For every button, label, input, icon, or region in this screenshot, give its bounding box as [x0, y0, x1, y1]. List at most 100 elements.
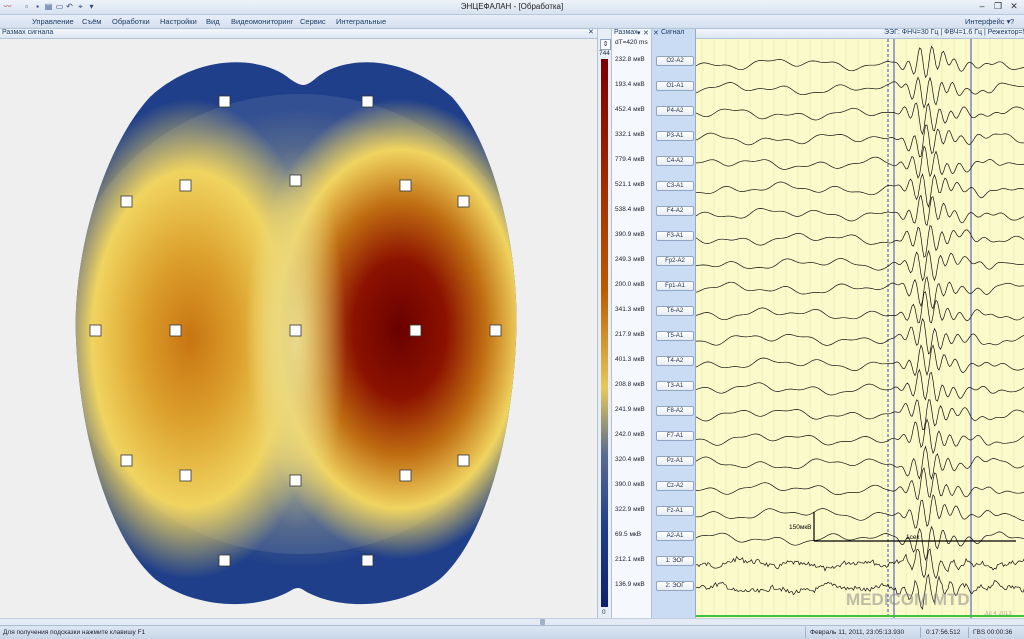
electrode-t6[interactable] [457, 454, 470, 467]
watermark-logo: MEDICOM MTD [846, 590, 970, 609]
electrode-t3[interactable] [89, 324, 102, 337]
restore-button[interactable]: ❐ [993, 1, 1003, 11]
amplitude-value: 200.0 мкВ [615, 281, 645, 288]
electrode-c4[interactable] [409, 324, 422, 337]
title-bar: 〰 ▫ ▪ ▤ ▭ ↶ ⌖ ▾ ЭНЦЕФАЛАН - [Обработка] … [0, 0, 1024, 15]
menu-upravlenie[interactable]: Управление [32, 17, 74, 26]
amplitude-value: 452.4 мкВ [615, 106, 645, 113]
amplitude-value: 401.3 мкВ [615, 356, 645, 363]
eeg-trace [696, 368, 1024, 402]
electrode-f7[interactable] [120, 195, 133, 208]
electrode-t5[interactable] [120, 454, 133, 467]
app-logo-icon: 〰 [3, 2, 12, 11]
menu-servis[interactable]: Сервис [300, 17, 326, 26]
electrode-fp1[interactable] [218, 95, 231, 108]
channel-button[interactable]: F3-A1 [656, 231, 694, 241]
amplitude-close-icon[interactable]: ✕ [643, 30, 649, 37]
channel-button[interactable]: Fp1-A1 [656, 281, 694, 291]
channel-button[interactable]: Fz-A1 [656, 506, 694, 516]
channel-button[interactable]: T5-A1 [656, 331, 694, 341]
menu-videomonitoring[interactable]: Видеомониторинг [231, 17, 294, 26]
eeg-trace-area[interactable]: 150мкВ 1сек MEDICOM MTD Jul 4 2013 [696, 39, 1024, 618]
brain-map-area [0, 39, 597, 618]
amplitude-value: 212.1 мкВ [615, 556, 645, 563]
channel-button[interactable]: Pz-A1 [656, 456, 694, 466]
channel-button[interactable]: 2: ЭОГ [656, 581, 694, 591]
electrode-o2[interactable] [361, 554, 374, 567]
channel-button[interactable]: T3-A1 [656, 381, 694, 391]
channel-button[interactable]: T4-A2 [656, 356, 694, 366]
channel-header: Сигнал [661, 29, 685, 36]
minimize-button[interactable]: – [979, 1, 985, 11]
map-close-icon[interactable]: ✕ [588, 29, 594, 36]
scroll-thumb[interactable] [540, 619, 545, 625]
eeg-trace [696, 467, 1024, 501]
amplitude-value: 242.0 мкВ [615, 431, 645, 438]
menu-siom[interactable]: Съём [82, 17, 102, 26]
electrode-fz[interactable] [289, 174, 302, 187]
filter-info: ЭЭГ: ФНЧ=30 Гц | ФВЧ=1.6 Гц | Режектор=5… [884, 29, 1024, 36]
print-icon[interactable]: ▤ [44, 2, 53, 11]
color-scale-panel: ⇕ 744 0 [597, 29, 612, 618]
channel-button[interactable]: 1: ЭОГ [656, 556, 694, 566]
close-button[interactable]: ✕ [1010, 1, 1018, 11]
menu-obrabotki[interactable]: Обработки [112, 17, 150, 26]
electrode-f4[interactable] [399, 179, 412, 192]
map-panel-title: Размах сигнала [2, 29, 54, 36]
electrode-f3[interactable] [179, 179, 192, 192]
amplitude-value: 779.4 мкВ [615, 156, 645, 163]
scale-min-label: 0 [602, 609, 606, 616]
undo-icon[interactable]: ↶ [66, 2, 73, 11]
electrode-f8[interactable] [457, 195, 470, 208]
watermark-date: Jul 4 2013 [984, 611, 1012, 617]
menu-nastroiki[interactable]: Настройки [160, 17, 197, 26]
map-panel-header: Размах сигнала ✕ [0, 29, 597, 39]
channel-close-icon[interactable]: ✕ [653, 30, 659, 37]
channel-button[interactable]: F8-A2 [656, 406, 694, 416]
electrode-o1[interactable] [218, 554, 231, 567]
electrode-t4[interactable] [489, 324, 502, 337]
channel-button[interactable]: F7-A1 [656, 431, 694, 441]
qat-dropdown-icon[interactable]: ▾ [89, 2, 94, 11]
amplitude-header: Размах [614, 29, 638, 36]
channel-button[interactable]: P4-A2 [656, 106, 694, 116]
channel-button[interactable]: Cz-A2 [656, 481, 694, 491]
horizontal-scrollbar[interactable] [0, 618, 1024, 626]
electrode-fp2[interactable] [361, 95, 374, 108]
amplitude-value: 193.4 мкВ [615, 81, 645, 88]
electrode-p4[interactable] [399, 469, 412, 482]
eeg-trace [696, 173, 1024, 208]
eeg-trace [696, 418, 1024, 455]
eeg-trace [696, 276, 1024, 310]
channel-button[interactable]: T6-A2 [656, 306, 694, 316]
eeg-trace [696, 291, 1024, 324]
eeg-trace [696, 249, 1024, 282]
channel-button[interactable]: Fp2-A2 [656, 256, 694, 266]
amplitude-value: 208.8 мкВ [615, 381, 645, 388]
electrode-cz[interactable] [289, 324, 302, 337]
menu-interface[interactable]: Интерфейс ▾ [965, 17, 1011, 26]
channel-button[interactable]: O1-A1 [656, 81, 694, 91]
new-file-icon[interactable]: ▫ [25, 2, 28, 11]
channel-button[interactable]: F4-A2 [656, 206, 694, 216]
menu-vid[interactable]: Вид [206, 17, 220, 26]
channel-button[interactable]: A2-A1 [656, 531, 694, 541]
amplitude-sort-icon[interactable]: ▾ [637, 30, 641, 37]
help-icon[interactable]: ? [1010, 17, 1015, 26]
signal-panel: ЭЭГ: ФНЧ=30 Гц | ФВЧ=1.6 Гц | Режектор=5… [695, 29, 1024, 618]
scale-lock-icon[interactable]: ⇕ [600, 39, 611, 50]
channel-button[interactable]: O2-A2 [656, 56, 694, 66]
eeg-trace [696, 399, 1024, 430]
channel-button[interactable]: C4-A2 [656, 156, 694, 166]
amplitude-value: 390.9 мкВ [615, 231, 645, 238]
eeg-trace [696, 548, 1024, 579]
channel-button[interactable]: C3-A1 [656, 181, 694, 191]
open-icon[interactable]: ▭ [55, 2, 64, 11]
electrode-pz[interactable] [289, 474, 302, 487]
channel-button[interactable]: P3-A1 [656, 131, 694, 141]
electrode-p3[interactable] [179, 469, 192, 482]
antenna-icon[interactable]: ⌖ [78, 2, 83, 11]
menu-integralnye[interactable]: Интегральные [336, 17, 387, 26]
electrode-c3[interactable] [169, 324, 182, 337]
save-icon[interactable]: ▪ [36, 2, 39, 11]
